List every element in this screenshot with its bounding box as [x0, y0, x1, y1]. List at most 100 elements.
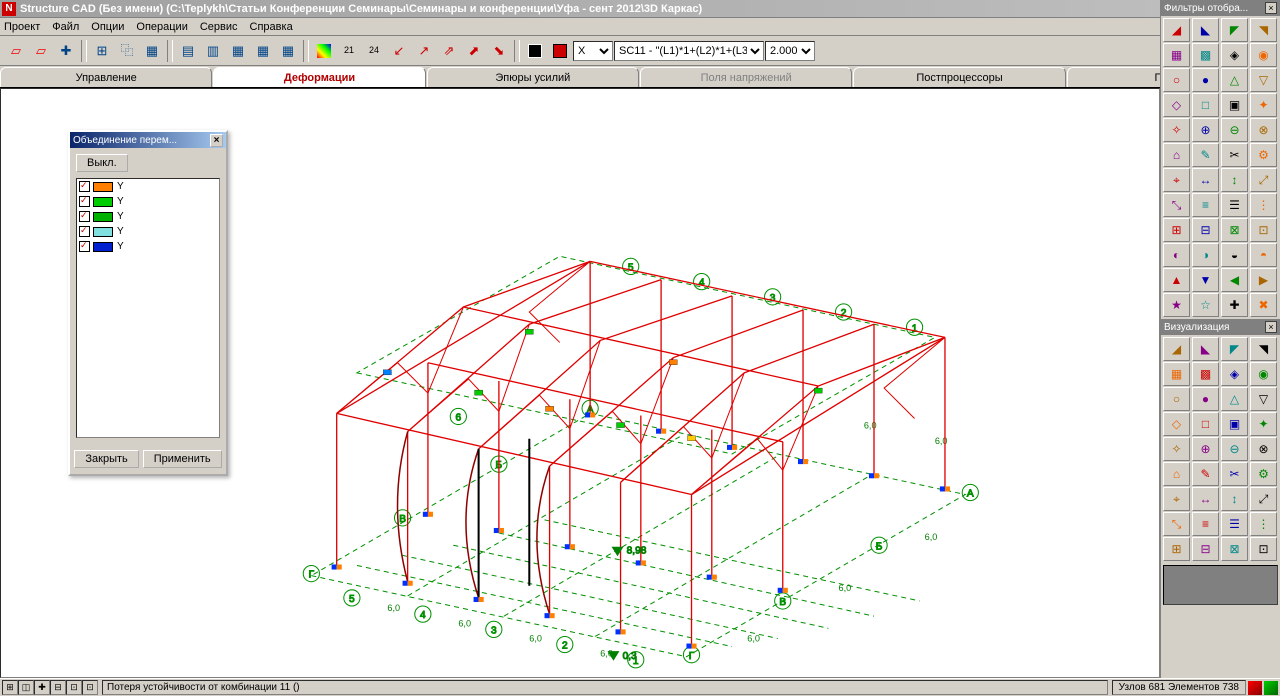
sb-icon[interactable]: ⊟: [50, 680, 66, 695]
toolbar-icon[interactable]: ▦: [251, 39, 275, 63]
list-item[interactable]: Y: [77, 179, 219, 194]
tool-icon[interactable]: ◓: [1250, 243, 1277, 267]
tool-icon[interactable]: ◥: [1250, 18, 1277, 42]
tool-icon[interactable]: ◀: [1221, 268, 1248, 292]
tool-icon[interactable]: ●: [1192, 68, 1219, 92]
tab-Деформации[interactable]: Деформации: [213, 67, 425, 87]
toolbar-icon[interactable]: 21: [337, 39, 361, 63]
tool-icon[interactable]: ◇: [1163, 93, 1190, 117]
toolbar-icon[interactable]: ⿻: [115, 39, 139, 63]
list-item[interactable]: Y: [77, 194, 219, 209]
toolbar-icon[interactable]: ↙: [387, 39, 411, 63]
toolbar-icon[interactable]: ✚: [54, 39, 78, 63]
close-icon[interactable]: ×: [1265, 2, 1277, 14]
tool-icon[interactable]: ⊡: [1250, 537, 1277, 561]
tab-Постпроцессоры[interactable]: Постпроцессоры: [853, 67, 1065, 87]
tool-icon[interactable]: ◇: [1163, 412, 1190, 436]
tool-icon[interactable]: ◢: [1163, 18, 1190, 42]
tool-icon[interactable]: ⌂: [1163, 143, 1190, 167]
menu-сервис[interactable]: Сервис: [200, 21, 238, 33]
toolbar-icon[interactable]: ↗: [412, 39, 436, 63]
tool-icon[interactable]: ≡: [1192, 193, 1219, 217]
tool-icon[interactable]: ⋮: [1250, 512, 1277, 536]
tool-icon[interactable]: ▦: [1163, 43, 1190, 67]
tool-icon[interactable]: ⊗: [1250, 437, 1277, 461]
tool-icon[interactable]: ✧: [1163, 437, 1190, 461]
tool-icon[interactable]: ✦: [1250, 93, 1277, 117]
tool-icon[interactable]: ⊞: [1163, 218, 1190, 242]
tool-icon[interactable]: ⊟: [1192, 537, 1219, 561]
status-indicator-icon[interactable]: [1248, 681, 1262, 695]
tool-icon[interactable]: ⤢: [1250, 487, 1277, 511]
tool-icon[interactable]: ◉: [1250, 43, 1277, 67]
list-item[interactable]: Y: [77, 209, 219, 224]
tool-icon[interactable]: ◣: [1192, 18, 1219, 42]
sb-icon[interactable]: ✚: [34, 680, 50, 695]
panel-close-icon[interactable]: ×: [210, 134, 223, 147]
toolbar-icon[interactable]: ⇗: [437, 39, 461, 63]
tool-icon[interactable]: ↕: [1221, 168, 1248, 192]
toolbar-icon[interactable]: [548, 39, 572, 63]
tool-icon[interactable]: ✂: [1221, 143, 1248, 167]
union-displacements-panel[interactable]: Объединение перем... × Выкл. YYYYY Закры…: [68, 130, 228, 476]
loadcase-select[interactable]: SC11 - "(L1)*1+(L2)*1+(L3): [614, 41, 764, 61]
toolbar-icon[interactable]: ▱: [29, 39, 53, 63]
tool-icon[interactable]: ⤢: [1250, 168, 1277, 192]
tool-icon[interactable]: ⤡: [1163, 193, 1190, 217]
menu-опции[interactable]: Опции: [91, 21, 124, 33]
tool-icon[interactable]: ☰: [1221, 512, 1248, 536]
tool-icon[interactable]: ⊖: [1221, 437, 1248, 461]
tool-icon[interactable]: ✖: [1250, 293, 1277, 317]
tool-icon[interactable]: ✎: [1192, 462, 1219, 486]
panel-title-bar[interactable]: Объединение перем... ×: [70, 132, 226, 148]
tool-icon[interactable]: ✧: [1163, 118, 1190, 142]
tool-icon[interactable]: ▦: [1163, 362, 1190, 386]
tool-icon[interactable]: ◐: [1163, 243, 1190, 267]
tool-icon[interactable]: ⌂: [1163, 462, 1190, 486]
tool-icon[interactable]: ⤡: [1163, 512, 1190, 536]
tool-icon[interactable]: ↔: [1192, 168, 1219, 192]
toolbar-icon[interactable]: ⬈: [462, 39, 486, 63]
axis-select[interactable]: X: [573, 41, 613, 61]
tool-icon[interactable]: ⊗: [1250, 118, 1277, 142]
tab-Эпюры усилий[interactable]: Эпюры усилий: [427, 67, 639, 87]
tool-icon[interactable]: △: [1221, 68, 1248, 92]
tool-icon[interactable]: ◒: [1221, 243, 1248, 267]
apply-button[interactable]: Применить: [143, 450, 222, 468]
sb-icon[interactable]: ⊡: [82, 680, 98, 695]
tool-icon[interactable]: ○: [1163, 68, 1190, 92]
tool-icon[interactable]: □: [1192, 412, 1219, 436]
tool-icon[interactable]: ⚙: [1250, 462, 1277, 486]
tool-icon[interactable]: ⌖: [1163, 487, 1190, 511]
tool-icon[interactable]: ◢: [1163, 337, 1190, 361]
menu-проект[interactable]: Проект: [4, 21, 40, 33]
tool-icon[interactable]: ●: [1192, 387, 1219, 411]
tool-icon[interactable]: ▩: [1192, 362, 1219, 386]
toolbar-icon[interactable]: ▱: [4, 39, 28, 63]
tool-icon[interactable]: ⊠: [1221, 218, 1248, 242]
tool-icon[interactable]: ◥: [1250, 337, 1277, 361]
sb-icon[interactable]: ◫: [18, 680, 34, 695]
tool-icon[interactable]: ⊟: [1192, 218, 1219, 242]
tool-icon[interactable]: ↔: [1192, 487, 1219, 511]
tool-icon[interactable]: ◤: [1221, 18, 1248, 42]
tool-icon[interactable]: ⊠: [1221, 537, 1248, 561]
tool-icon[interactable]: ▼: [1192, 268, 1219, 292]
menu-операции[interactable]: Операции: [136, 21, 187, 33]
tool-icon[interactable]: ✂: [1221, 462, 1248, 486]
toolbar-icon[interactable]: [523, 39, 547, 63]
toolbar-icon[interactable]: ⊞: [90, 39, 114, 63]
tool-icon[interactable]: ◉: [1250, 362, 1277, 386]
menu-справка[interactable]: Справка: [250, 21, 293, 33]
tool-icon[interactable]: ◈: [1221, 43, 1248, 67]
tab-Управление[interactable]: Управление: [0, 67, 212, 87]
toggle-off-button[interactable]: Выкл.: [76, 154, 128, 172]
tool-icon[interactable]: ◤: [1221, 337, 1248, 361]
palette-icon[interactable]: [312, 39, 336, 63]
list-item[interactable]: Y: [77, 239, 219, 254]
tool-icon[interactable]: ☰: [1221, 193, 1248, 217]
toolbar-icon[interactable]: ▦: [226, 39, 250, 63]
tool-icon[interactable]: ▣: [1221, 93, 1248, 117]
tool-icon[interactable]: ★: [1163, 293, 1190, 317]
status-indicator-icon[interactable]: [1264, 681, 1278, 695]
